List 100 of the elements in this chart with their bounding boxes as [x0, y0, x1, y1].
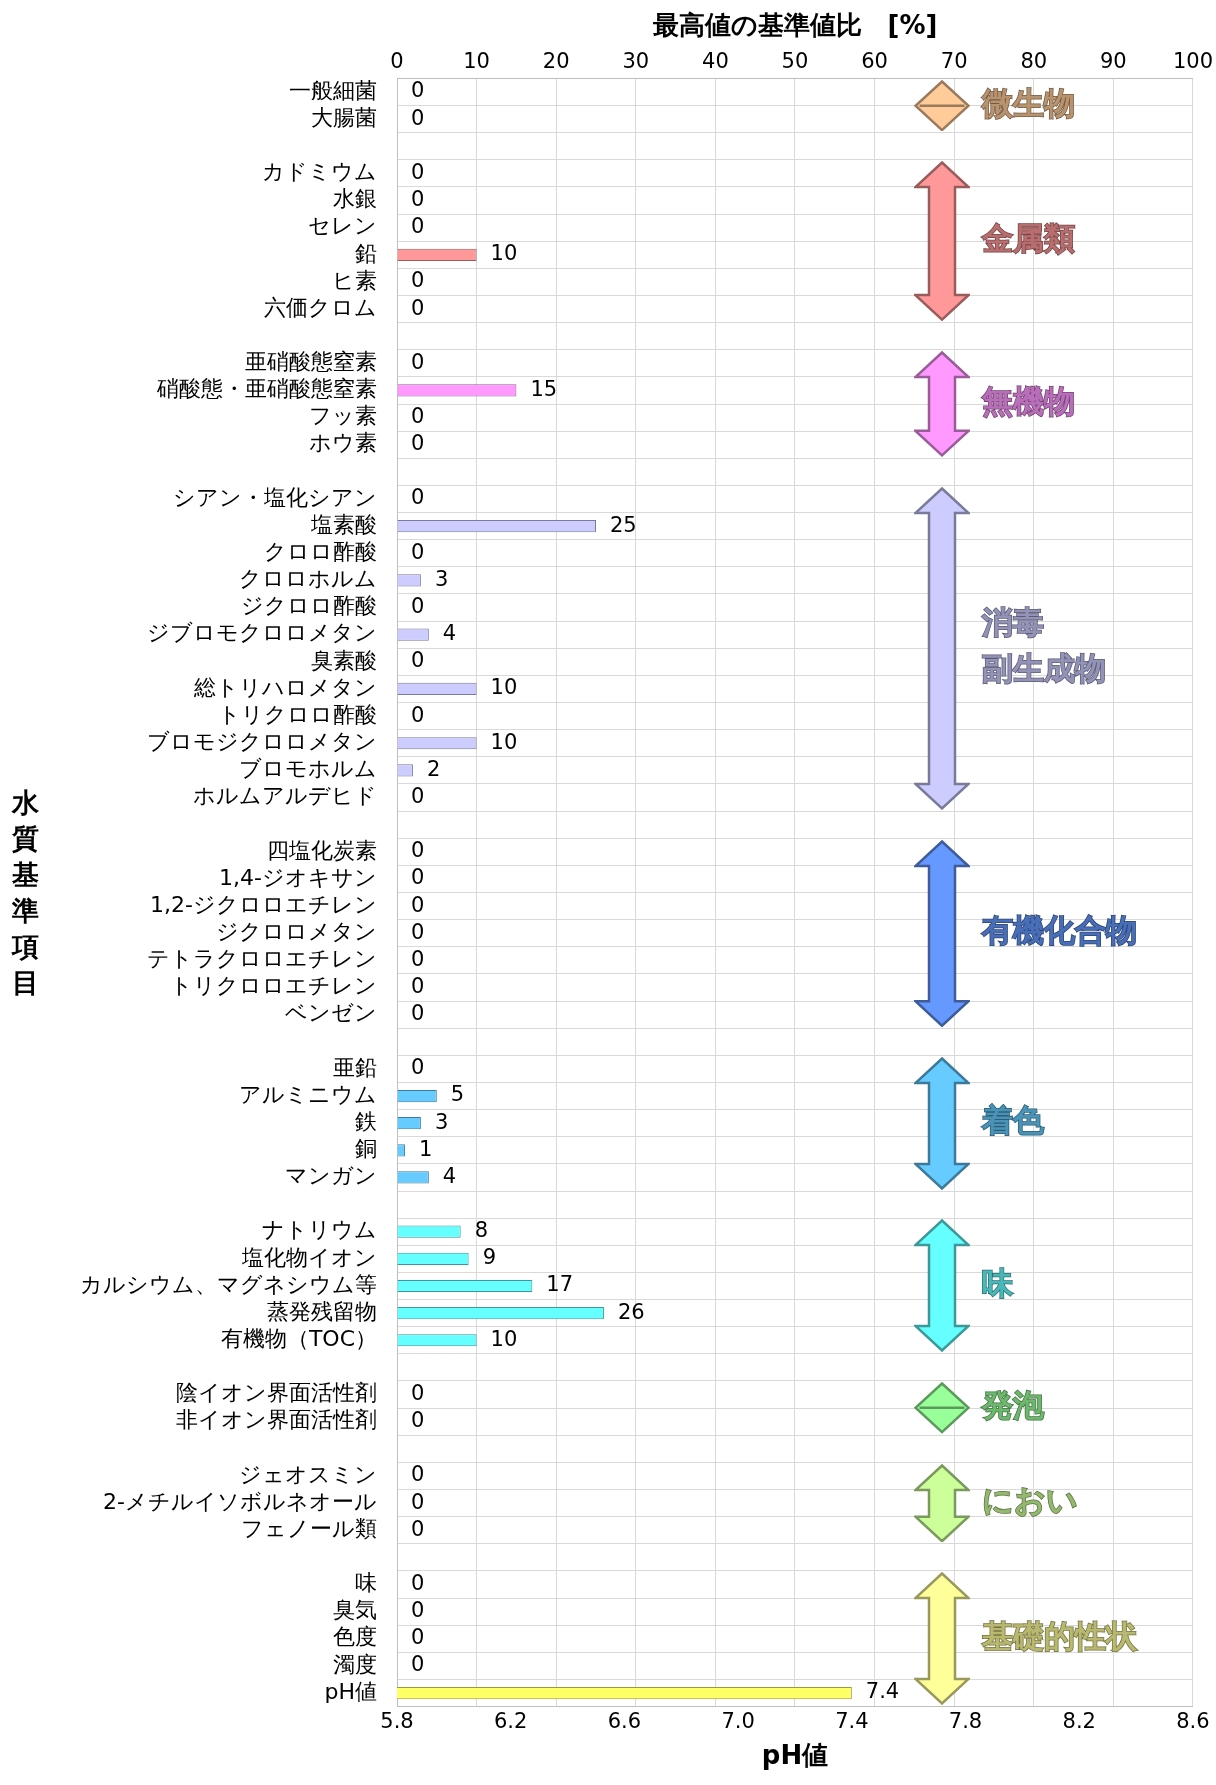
x-tick-label: 7.0: [721, 1708, 755, 1733]
y-tick-label: カドミウム: [262, 159, 377, 185]
data-label: 0: [411, 919, 425, 944]
y-tick-label: 2-メチルイソボルネオール: [103, 1488, 377, 1514]
annotation: 基礎的性状: [981, 1617, 1139, 1654]
data-label: 25: [609, 512, 637, 537]
y-tick-label: ホウ素: [309, 430, 377, 456]
y-tick-label: ホルムアルデヒド: [193, 783, 377, 809]
y-tick-label: ジブロモクロロメタン: [147, 620, 377, 646]
data-label: 2: [426, 756, 441, 781]
data-label: 0: [411, 702, 425, 727]
data-label: 0: [411, 946, 425, 971]
x2-axis-title: 最高値の基準値比 [%]: [651, 10, 938, 41]
y-tick-label: ジクロロメタン: [216, 918, 377, 944]
y-tick-label: 臭気: [333, 1597, 377, 1623]
x-tick-label: 7.8: [948, 1708, 983, 1733]
data-label: 0: [411, 783, 425, 808]
y-tick-label: pH値: [324, 1678, 377, 1704]
annotation: 微生物: [981, 84, 1076, 121]
y-tick-label: 水銀: [333, 186, 377, 212]
x-tick-label: 6.2: [494, 1708, 528, 1733]
y-tick-label: トリクロロエチレン: [170, 973, 377, 999]
y-tick-label: 六価クロム: [264, 294, 377, 320]
x2-tick-label: 0: [390, 49, 404, 74]
y-tick-label: 鉛: [355, 240, 377, 266]
x2-tick-label: 70: [940, 49, 968, 74]
y-tick-label: セレン: [308, 213, 377, 239]
data-label: 0: [411, 1462, 425, 1487]
y-tick-label: クロロ酢酸: [264, 539, 377, 565]
x2-tick-label: 20: [542, 49, 570, 74]
y-tick-label: 色度: [333, 1624, 377, 1650]
y-tick-label: マンガン: [285, 1163, 377, 1189]
y-tick-label: ジェオスミン: [239, 1461, 377, 1487]
data-label: 0: [411, 78, 425, 103]
data-label: 10: [490, 729, 518, 754]
y-tick-label: 大腸菌: [311, 104, 377, 130]
annotation: 味: [982, 1265, 1015, 1302]
annotation: 消毒副生成物: [981, 604, 1107, 687]
x2-tick-label: 10: [463, 49, 490, 74]
y-tick-label: 硝酸態・亜硝酸態窒素: [156, 376, 377, 402]
data-label: 0: [411, 404, 425, 429]
data-label: 0: [411, 648, 425, 673]
y-tick-label: 一般細菌: [289, 77, 377, 103]
data-label: 0: [411, 268, 425, 293]
y-tick-label: シアン・塩化シアン: [173, 484, 377, 510]
y-tick-label: 亜鉛: [333, 1054, 377, 1080]
data-label: 0: [411, 1489, 425, 1514]
data-label: 3: [434, 1109, 449, 1134]
data-label: 0: [411, 865, 425, 890]
y-tick-label: フッ素: [309, 403, 377, 429]
y-tick-label: 鉄: [355, 1108, 377, 1134]
y-tick-label: アルミニウム: [239, 1081, 377, 1107]
y-tick-label: 四塩化炭素: [267, 837, 377, 863]
y-tick-label: ブロモホルム: [239, 756, 377, 782]
y-tick-label: 濁度: [333, 1651, 377, 1677]
x-tick-label: 6.6: [607, 1708, 642, 1733]
annotation: 無機物: [981, 383, 1076, 420]
data-label: 7.4: [865, 1679, 900, 1704]
x-tick-label: 7.4: [835, 1708, 869, 1733]
x2-tick-label: 40: [702, 49, 729, 74]
data-label: 8: [474, 1218, 489, 1243]
x2-tick-label: 60: [861, 49, 888, 74]
y-tick-label: 銅: [355, 1136, 377, 1162]
x2-tick-label: 100: [1172, 49, 1214, 74]
data-label: 5: [450, 1082, 465, 1107]
y-tick-label: トリクロロ酢酸: [218, 701, 377, 727]
data-label: 0: [411, 159, 425, 184]
y-tick-label: 蒸発残留物: [267, 1298, 377, 1324]
x2-tick-label: 30: [622, 49, 650, 74]
y-axis-title: 水質基準項目: [12, 785, 40, 1000]
y-tick-label: 亜硝酸態窒素: [245, 349, 377, 375]
y-tick-label: フェノール類: [241, 1515, 377, 1541]
annotation: 金属類: [981, 220, 1076, 257]
y-tick-label: テトラクロロエチレン: [147, 946, 377, 972]
x-tick-label: 8.2: [1062, 1708, 1096, 1733]
y-tick-label: 総トリハロメタン: [193, 674, 377, 700]
y-tick-label: 有機物（TOC）: [220, 1325, 377, 1351]
y-tick-label: 非イオン界面活性剤: [176, 1407, 377, 1433]
data-label: 10: [490, 675, 518, 700]
x-tick-label: 5.8: [380, 1708, 414, 1733]
data-label: 10: [490, 1326, 518, 1351]
data-label: 3: [434, 566, 449, 591]
y-tick-label: ヒ素: [332, 267, 377, 293]
y-tick-label: 塩素酸: [310, 511, 377, 537]
data-label: 0: [411, 1380, 425, 1405]
y-tick-label: ベンゼン: [285, 1000, 377, 1026]
data-label: 0: [411, 539, 425, 564]
y-tick-label: 1,2-ジクロロエチレン: [150, 891, 377, 917]
data-label: 0: [411, 214, 425, 239]
data-label: 0: [411, 485, 425, 510]
data-label: 0: [411, 1001, 425, 1026]
y-tick-label: 塩化物イオン: [241, 1244, 377, 1270]
y-tick-label: 1,4-ジオキサン: [219, 864, 377, 890]
data-label: 10: [490, 241, 518, 266]
data-label: 26: [617, 1299, 645, 1324]
data-label: 0: [411, 838, 425, 863]
y-tick-label: 臭素酸: [311, 647, 377, 673]
data-label: 0: [411, 1516, 425, 1541]
annotation: 有機化合物: [981, 912, 1138, 949]
y-tick-label: クロロホルム: [239, 566, 377, 592]
